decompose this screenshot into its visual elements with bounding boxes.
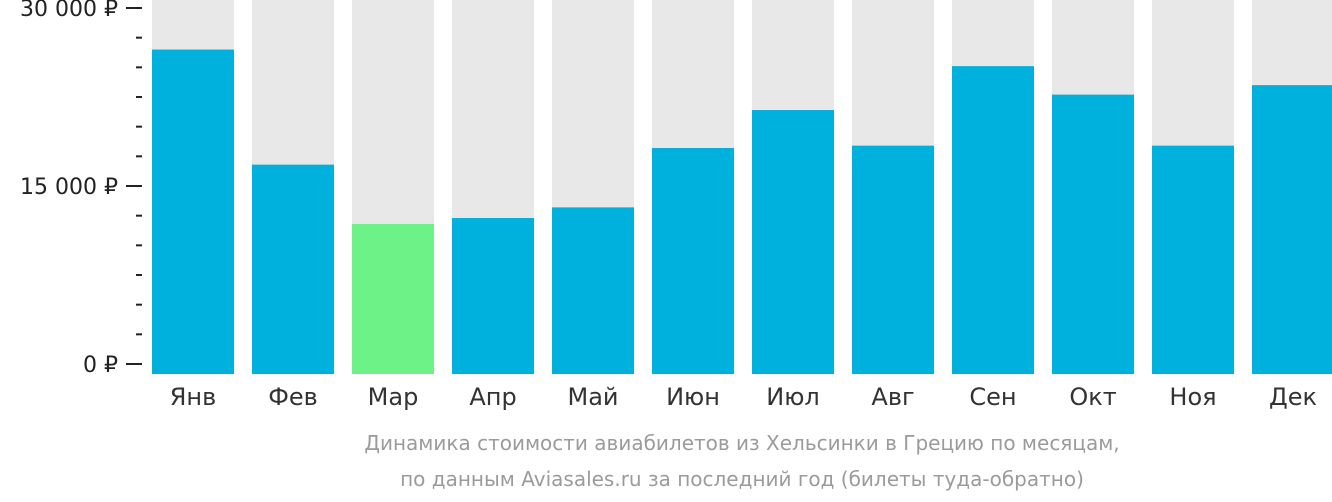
x-tick-label: Июн — [666, 383, 720, 411]
y-tick-label: 15 000 ₽ — [20, 175, 118, 200]
bar-6[interactable] — [652, 148, 734, 374]
chart-caption-line-1: Динамика стоимости авиабилетов из Хельси… — [364, 431, 1120, 455]
price-bars — [152, 49, 1332, 375]
x-tick-label: Мар — [368, 383, 419, 411]
bar-4[interactable] — [452, 218, 534, 374]
x-tick-label: Май — [567, 383, 618, 411]
y-axis: 0 ₽ 15 000 ₽ 30 000 ₽ — [20, 0, 142, 378]
x-tick-label: Ноя — [1169, 383, 1216, 411]
y-tick-label: 0 ₽ — [83, 353, 118, 378]
bar-1[interactable] — [152, 49, 234, 375]
y-tick-label: 30 000 ₽ — [20, 0, 118, 22]
x-tick-label: Окт — [1069, 383, 1116, 411]
x-tick-label: Авг — [871, 383, 914, 411]
x-tick-label: Апр — [469, 383, 516, 411]
bar-8[interactable] — [852, 145, 934, 374]
x-tick-label: Фев — [268, 383, 318, 411]
x-tick-label: Янв — [170, 383, 217, 411]
bar-7[interactable] — [752, 110, 834, 374]
bar-9[interactable] — [952, 66, 1034, 374]
bar-5[interactable] — [552, 207, 634, 374]
bar-3[interactable] — [352, 223, 434, 374]
bar-10[interactable] — [1052, 94, 1134, 375]
price-bar-chart: 0 ₽ 15 000 ₽ 30 000 ₽ Янв Фев Мар Апр Май Июн Ию… — [20, 0, 1332, 411]
x-tick-label: Июл — [766, 383, 820, 411]
bar-12[interactable] — [1252, 85, 1332, 374]
x-tick-label: Дек — [1269, 383, 1317, 411]
bar-11[interactable] — [1152, 145, 1234, 374]
x-axis-labels: Янв Фев Мар Апр Май Июн Июл Авг Сен Окт Ноя Дек — [170, 383, 1317, 411]
bar-2[interactable] — [252, 164, 334, 374]
chart-caption-line-2: по данным Aviasales.ru за последний год … — [400, 467, 1084, 491]
x-tick-label: Сен — [969, 383, 1016, 411]
